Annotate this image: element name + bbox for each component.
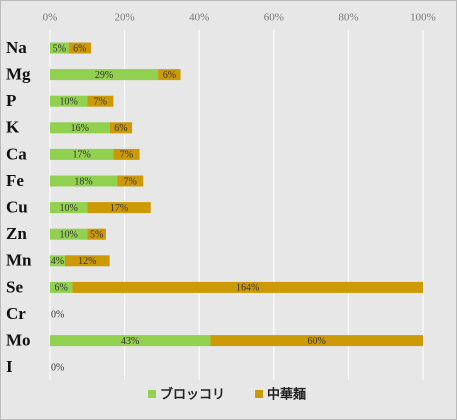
- bar-segment: [87, 228, 106, 240]
- value-label: 18%: [74, 176, 92, 187]
- value-label: 164%: [236, 283, 259, 294]
- value-label: 10%: [59, 96, 77, 107]
- value-label: 0%: [51, 362, 64, 373]
- value-label: 10%: [59, 203, 77, 214]
- x-tick-label: 20%: [115, 12, 135, 24]
- category-label: Cu: [6, 198, 28, 217]
- value-label: 4%: [51, 256, 64, 267]
- value-label: 17%: [73, 150, 91, 161]
- bar-segment: [50, 228, 88, 240]
- category-label: Na: [6, 38, 27, 57]
- value-label: 60%: [308, 336, 326, 347]
- category-label: Mg: [6, 65, 31, 84]
- x-tick-label: 80%: [338, 12, 358, 24]
- category-label: K: [6, 118, 20, 137]
- value-label: 12%: [78, 256, 96, 267]
- value-label: 43%: [121, 336, 139, 347]
- value-label: 16%: [71, 123, 89, 134]
- category-label: Cr: [6, 304, 26, 323]
- bar-segment: [50, 175, 118, 187]
- value-label: 17%: [110, 203, 128, 214]
- bar-segment: [109, 122, 133, 134]
- x-tick-label: 60%: [264, 12, 284, 24]
- bar-segment: [210, 335, 423, 347]
- bar-segment: [50, 148, 114, 160]
- bar-segment: [113, 148, 140, 160]
- legend-label: 中華麺: [267, 387, 306, 403]
- bar-segment: [158, 69, 181, 81]
- category-label: Se: [6, 277, 23, 296]
- bar-segment: [68, 42, 92, 54]
- bar-segment: [50, 69, 159, 81]
- value-label: 7%: [94, 96, 107, 107]
- bar-segment: [87, 202, 151, 214]
- bar-segment: [50, 95, 88, 107]
- legend-swatch: [148, 390, 156, 398]
- category-label: P: [6, 91, 16, 110]
- value-label: 6%: [114, 123, 127, 134]
- value-label: 5%: [53, 43, 66, 54]
- category-label: Fe: [6, 171, 24, 190]
- bar-segment: [72, 281, 423, 293]
- category-label: Zn: [6, 224, 27, 243]
- value-label: 29%: [95, 70, 113, 81]
- x-tick-label: 100%: [410, 12, 436, 24]
- x-tick-label: 0%: [43, 12, 58, 24]
- bar-segment: [50, 335, 211, 347]
- value-label: 6%: [73, 43, 86, 54]
- value-label: 0%: [51, 309, 64, 320]
- value-label: 5%: [90, 229, 103, 240]
- category-label: Mo: [6, 331, 31, 350]
- category-label: Mn: [6, 251, 32, 270]
- bar-segment: [64, 255, 110, 267]
- bar-segment: [50, 281, 73, 293]
- legend-label: ブロッコリ: [160, 387, 225, 403]
- value-label: 7%: [120, 150, 133, 161]
- value-label: 10%: [59, 229, 77, 240]
- bar-segment: [87, 95, 114, 107]
- bar-segment: [50, 202, 88, 214]
- bar-segment: [50, 42, 69, 54]
- value-label: 6%: [163, 70, 176, 81]
- category-label: Ca: [6, 144, 27, 163]
- x-tick-label: 40%: [189, 12, 209, 24]
- value-label: 7%: [124, 176, 137, 187]
- category-label: I: [6, 357, 13, 376]
- bar-segment: [117, 175, 144, 187]
- value-label: 6%: [55, 283, 68, 294]
- legend-swatch: [255, 390, 264, 398]
- bar-segment: [50, 122, 110, 134]
- bar-segment: [50, 255, 65, 267]
